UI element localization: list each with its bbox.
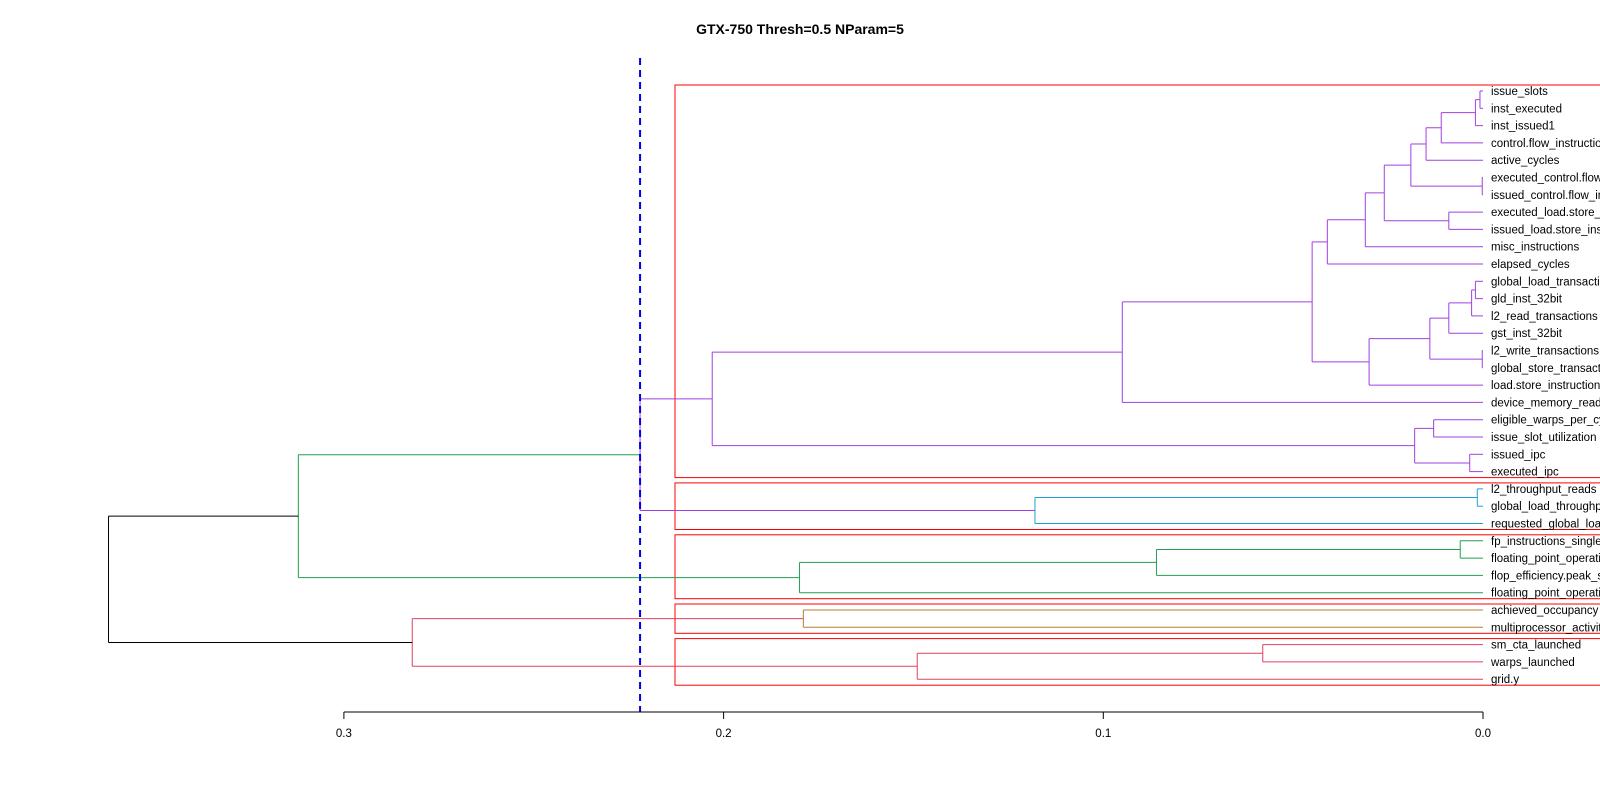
leaf-label: inst_executed	[1491, 103, 1562, 115]
x-tick-label: 0.1	[1095, 728, 1111, 740]
leaf-label: flop_efficiency.peak_single	[1491, 570, 1600, 582]
leaf-label: issue_slots	[1491, 86, 1548, 98]
leaf-label: issued_control.flow_instructions	[1491, 190, 1600, 202]
cluster-box	[674, 638, 1600, 686]
x-tick-label: 0.0	[1475, 728, 1491, 740]
leaf-label: inst_issued1	[1491, 121, 1555, 133]
leaf-label: executed_ipc	[1491, 467, 1559, 479]
leaf-label: elapsed_cycles	[1491, 259, 1570, 271]
leaf-labels: issue_slots inst_executed inst_issued1cont…	[1490, 86, 1600, 686]
leaf-label: l2_throughput_reads	[1491, 484, 1597, 496]
leaf-label: requested_global_load_throughput	[1491, 519, 1600, 531]
leaf-label: misc_instructions	[1491, 242, 1579, 254]
leaf-label: executed_load.store_instructions	[1491, 207, 1600, 219]
leaf-label: eligible_warps_per_cycle	[1491, 415, 1600, 427]
leaf-label: executed_control.flow_instructions	[1491, 173, 1600, 185]
leaf-label: device_memory_read_transactions	[1491, 397, 1600, 409]
leaf-label: load.store_instructions	[1491, 380, 1600, 392]
chart-title: GTX-750 Thresh=0.5 NParam=5	[696, 21, 904, 37]
leaf-label: grid.y	[1491, 674, 1519, 686]
leaf-label: multiprocessor_activity	[1491, 622, 1600, 634]
leaf-label: global_load_transactions	[1491, 276, 1600, 288]
leaf-label: fp_instructions_single	[1491, 536, 1600, 548]
leaf-label: warps_launched	[1490, 657, 1575, 669]
leaf-label: floating_point_operations_single	[1491, 553, 1600, 565]
leaf-label: control.flow_instructions	[1491, 138, 1600, 150]
leaf-label: l2_read_transactions	[1491, 311, 1598, 323]
leaf-label: issued_load.store_instructions	[1491, 224, 1600, 236]
cluster-box	[674, 534, 1600, 600]
x-axis: 0.3 0.2 0.1 0.0	[336, 711, 1491, 740]
leaf-label: floating_point_operations_add	[1491, 588, 1600, 600]
x-tick-label: 0.2	[716, 728, 732, 740]
dendrogram-links	[107, 90, 1483, 680]
leaf-label: gld_inst_32bit	[1491, 294, 1563, 306]
leaf-label: issue_slot_utilization	[1491, 432, 1596, 444]
cluster-box	[674, 603, 1600, 634]
leaf-label: issued_ipc	[1491, 449, 1546, 461]
leaf-label: active_cycles	[1491, 155, 1560, 167]
leaf-label: achieved_occupancy	[1491, 605, 1599, 617]
x-tick-label: 0.3	[336, 728, 352, 740]
leaf-label: global_load_throughput	[1491, 501, 1600, 513]
leaf-label: global_store_transactions	[1491, 363, 1600, 375]
leaf-label: gst_inst_32bit	[1491, 328, 1563, 340]
leaf-label: sm_cta_launched	[1491, 640, 1581, 652]
leaf-label: l2_write_transactions	[1491, 346, 1599, 358]
cluster-box	[674, 482, 1600, 530]
cluster-box	[674, 84, 1600, 479]
